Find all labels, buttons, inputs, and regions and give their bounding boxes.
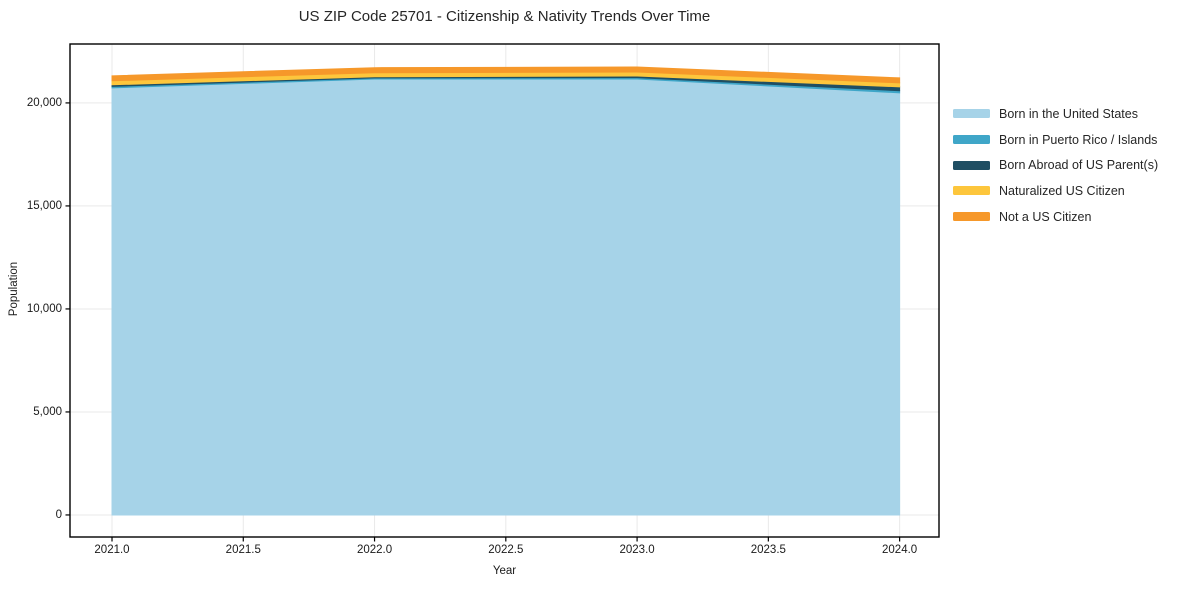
x-tick-label: 2024.0 [882,544,918,556]
x-tick-label: 2021.5 [225,544,261,556]
area-series [111,66,901,84]
x-tick-label: 2022.0 [356,544,393,556]
x-tick-label: 2022.5 [488,544,524,556]
y-tick-label: 20,000 [26,96,62,109]
legend-swatch [953,186,990,196]
legend-swatch [953,160,990,170]
x-tick-label: 2023.5 [750,544,786,556]
y-axis-label: Population [8,261,20,317]
chart-title: US ZIP Code 25701 - Citizenship & Nativi… [298,8,711,25]
legend-item: Born in Puerto Rico / Islands [953,127,1158,153]
y-tick-label: 0 [55,508,62,521]
legend-item: Born Abroad of US Parent(s) [953,152,1158,178]
legend-swatch [953,135,990,145]
y-tick-label: 5,000 [33,405,62,418]
y-tick-label: 15,000 [26,199,62,212]
legend-item: Not a US Citizen [953,204,1158,230]
legend-label: Born in Puerto Rico / Islands [999,132,1158,147]
legend-item: Born in the United States [953,101,1158,127]
legend-label: Naturalized US Citizen [999,183,1125,198]
legend-label: Born in the United States [999,106,1138,121]
x-axis-label: Year [492,565,517,577]
legend-swatch [953,109,990,119]
legend-swatch [953,212,990,222]
legend-label: Born Abroad of US Parent(s) [999,158,1159,173]
x-tick-label: 2023.0 [619,544,655,556]
y-tick-label: 10,000 [26,302,62,315]
x-tick-label: 2021.0 [94,544,130,556]
legend-label: Not a US Citizen [999,209,1092,224]
legend-item: Naturalized US Citizen [953,178,1158,204]
area-series [111,78,901,516]
plot-border [69,43,940,538]
legend: Born in the United States Born in Puerto … [953,101,1158,229]
